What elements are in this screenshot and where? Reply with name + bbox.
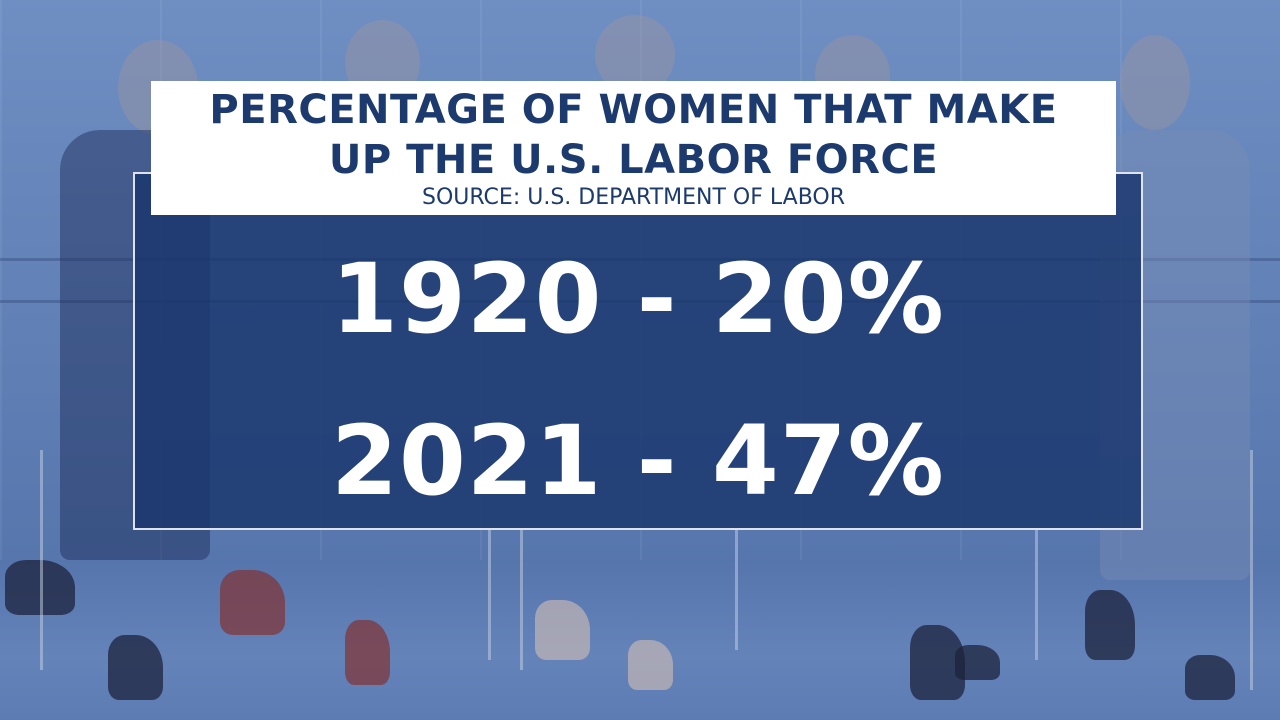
source-credit: SOURCE: U.S. DEPARTMENT OF LABOR: [421, 185, 846, 210]
person-head: [1120, 35, 1190, 130]
stats-panel: 1920 - 20% 2021 - 47%: [133, 172, 1143, 530]
chair-leg: [735, 530, 738, 650]
shoe: [535, 600, 590, 660]
shoe: [628, 640, 673, 690]
chair-leg: [1250, 450, 1253, 690]
chair-leg: [488, 530, 491, 660]
title-line-2: UP THE U.S. LABOR FORCE: [328, 137, 939, 183]
shoe: [220, 570, 285, 635]
shoe: [1085, 590, 1135, 660]
shoe: [345, 620, 390, 685]
shoe: [108, 635, 163, 700]
chair-leg: [40, 450, 43, 670]
title-box: PERCENTAGE OF WOMEN THAT MAKE UP THE U.S…: [151, 81, 1116, 215]
shoe: [1185, 655, 1235, 700]
chair-leg: [1035, 530, 1038, 660]
chair-leg: [520, 530, 523, 670]
stat-2021: 2021 - 47%: [331, 405, 945, 517]
shoe: [955, 645, 1000, 680]
title-line-1: PERCENTAGE OF WOMEN THAT MAKE: [209, 87, 1058, 133]
stat-1920: 1920 - 20%: [331, 243, 945, 355]
